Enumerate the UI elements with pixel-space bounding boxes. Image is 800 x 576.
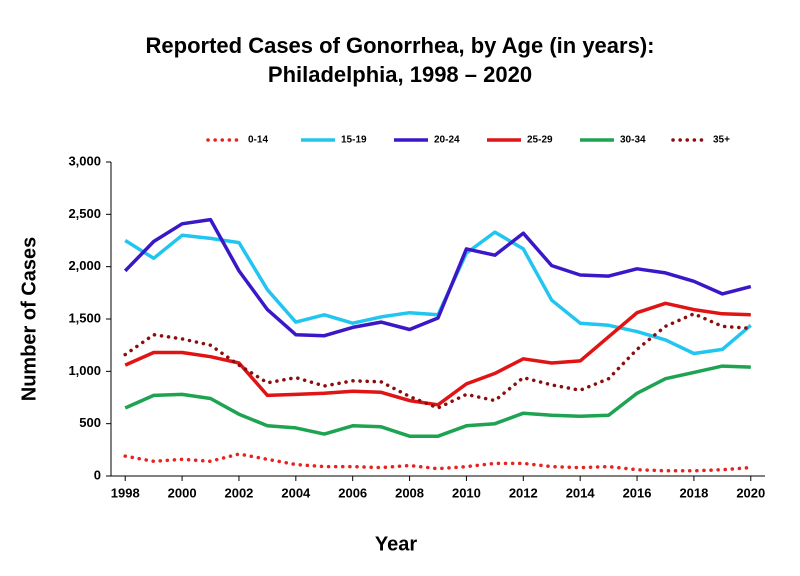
y-tick-label: 1,000 <box>68 363 101 378</box>
legend-label: 0-14 <box>248 135 268 146</box>
x-tick-label: 2000 <box>168 485 197 500</box>
series-line <box>123 311 753 410</box>
x-tick-label: 1998 <box>111 485 140 500</box>
x-tick-label: 2002 <box>224 485 253 500</box>
y-tick-label: 2,500 <box>68 206 101 221</box>
legend-label: 25-29 <box>527 135 553 146</box>
y-axis-title: Number of Cases <box>18 237 40 402</box>
y-tick-label: 500 <box>79 415 101 430</box>
series-line <box>123 452 753 473</box>
chart-title: Reported Cases of Gonorrhea, by Age (in … <box>146 33 655 58</box>
x-tick-label: 2016 <box>623 485 652 500</box>
x-tick-label: 2012 <box>509 485 538 500</box>
x-tick-label: 2008 <box>395 485 424 500</box>
y-tick-label: 3,000 <box>68 153 101 168</box>
legend-label: 35+ <box>713 135 730 146</box>
y-tick-label: 2,000 <box>68 258 101 273</box>
x-tick-label: 2020 <box>736 485 765 500</box>
x-tick-label: 2004 <box>281 485 311 500</box>
x-axis-title: Year <box>375 533 417 555</box>
series-line <box>123 217 752 338</box>
series-line <box>124 364 751 438</box>
x-tick-label: 2006 <box>338 485 367 500</box>
y-tick-label: 0 <box>94 467 101 482</box>
x-tick-label: 2014 <box>566 485 596 500</box>
legend-label: 15-19 <box>341 135 367 146</box>
chart-title: Philadelphia, 1998 – 2020 <box>268 62 532 87</box>
series-line <box>124 301 751 407</box>
x-tick-label: 2018 <box>679 485 708 500</box>
x-tick-label: 2010 <box>452 485 481 500</box>
legend-label: 30-34 <box>620 135 646 146</box>
legend-label: 20-24 <box>434 135 460 146</box>
series-line <box>124 230 752 356</box>
y-tick-label: 1,500 <box>68 310 101 325</box>
